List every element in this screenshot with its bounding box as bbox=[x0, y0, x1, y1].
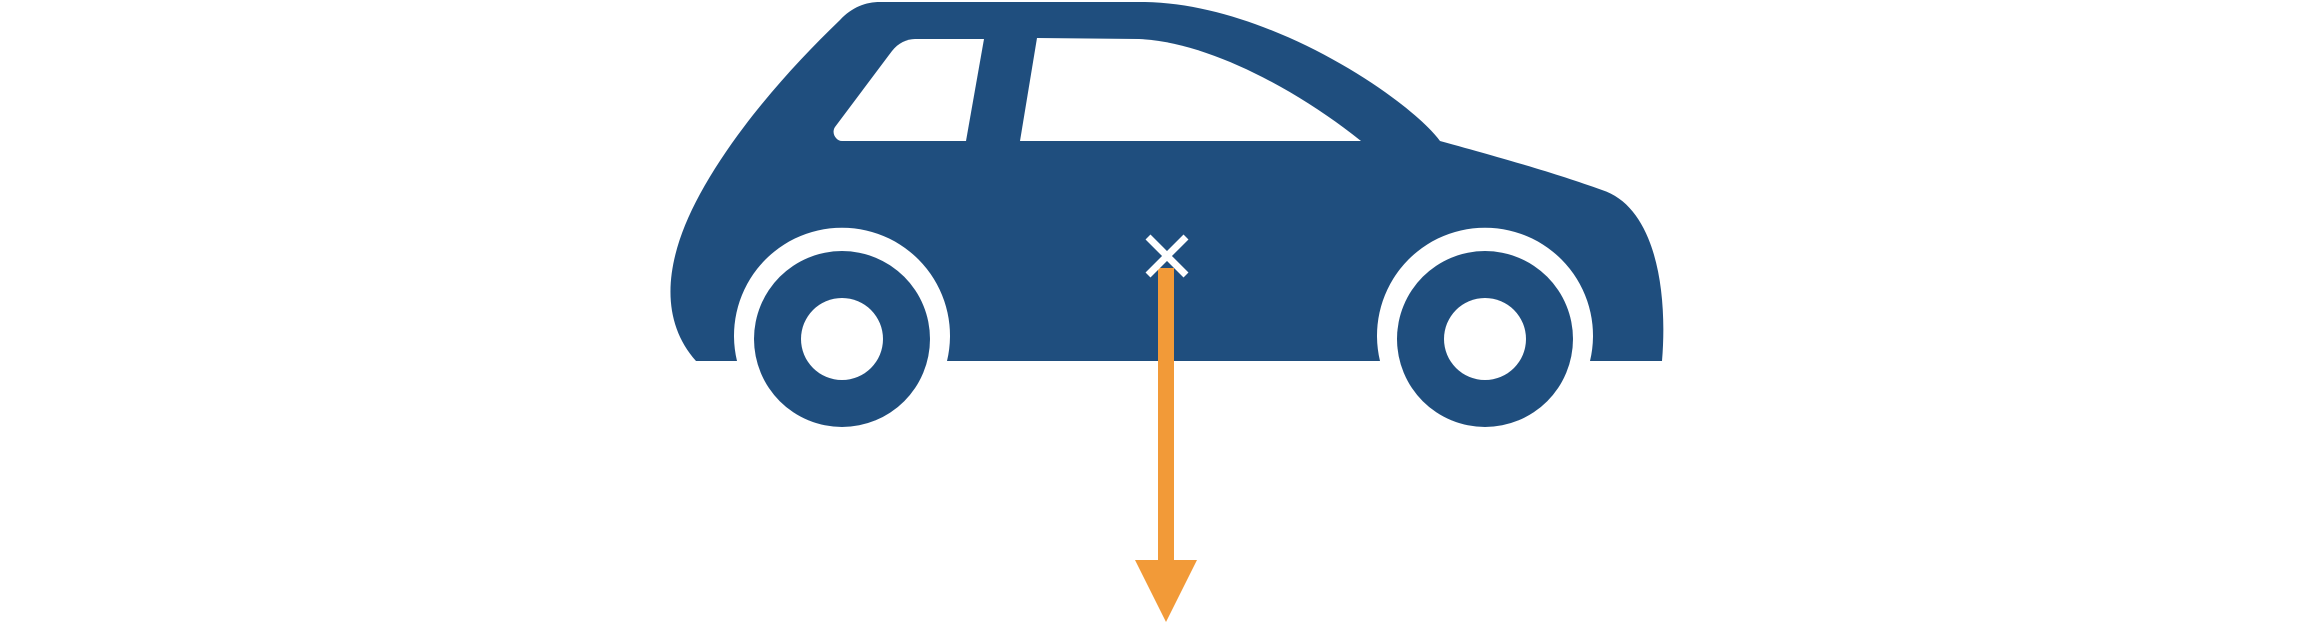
arrow-down-icon bbox=[1135, 268, 1197, 622]
rear-window bbox=[833, 39, 984, 141]
rear-wheel bbox=[754, 251, 930, 427]
rear-hub bbox=[801, 298, 883, 380]
car-side-icon bbox=[670, 2, 1664, 427]
front-hub bbox=[1444, 298, 1526, 380]
force-arrow-head bbox=[1135, 560, 1197, 622]
front-wheel bbox=[1397, 251, 1573, 427]
center-of-mass-x-icon bbox=[1145, 234, 1189, 278]
force-arrow-shaft bbox=[1158, 268, 1174, 560]
front-window bbox=[1020, 38, 1361, 141]
